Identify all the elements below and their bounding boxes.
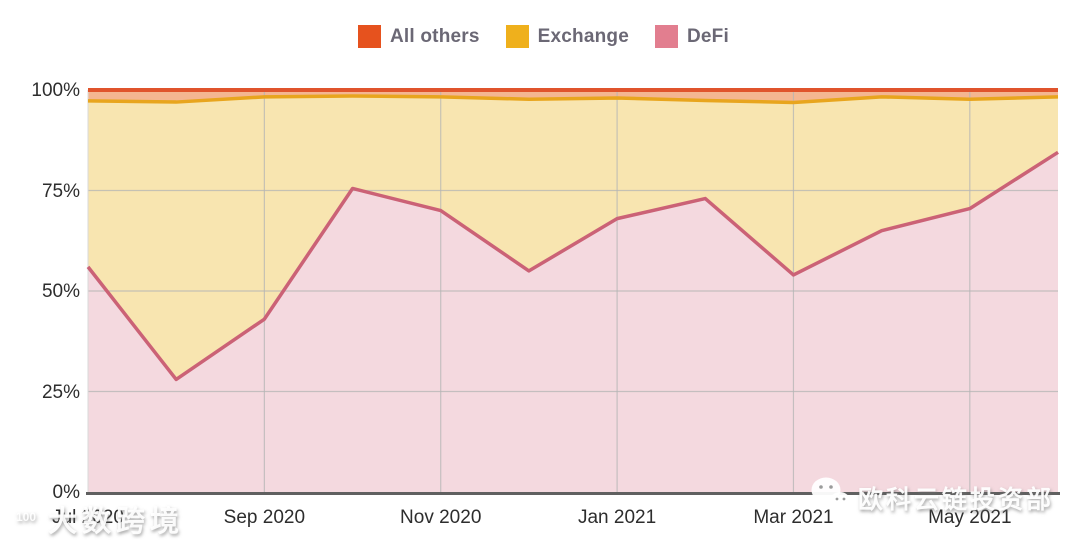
x-axis-tick-label: May 2021	[928, 507, 1012, 528]
y-axis-tick-label: 75%	[41, 180, 80, 202]
x-axis-tick-label: Jul 2020	[52, 507, 124, 528]
legend-label: Exchange	[537, 25, 629, 47]
legend-swatch-icon	[654, 25, 678, 48]
x-axis-tick-label: Sep 2020	[223, 507, 306, 528]
y-axis-tick-label: 25%	[41, 381, 80, 403]
wechat-icon	[810, 476, 852, 519]
line-defi	[86, 150, 1059, 382]
legend-label: All others	[390, 25, 480, 47]
watermark-left: 100 大数跨境	[0, 496, 185, 541]
svg-text:100: 100	[16, 510, 36, 524]
watermark-right-text: 欧科云链投资部	[858, 485, 1055, 514]
legend-label: DeFi	[686, 25, 729, 47]
legend-item-exchange[interactable]: Exchange	[505, 25, 629, 48]
area-exchange	[88, 96, 1058, 380]
area-defi	[88, 152, 1058, 492]
chart-legend: All others Exchange DeFi	[358, 25, 729, 48]
legend-item-all-others[interactable]: All others	[358, 25, 480, 48]
y-axis-tick-label: 50%	[41, 281, 80, 302]
x-axis-tick-label: Nov 2020	[400, 507, 482, 528]
10-100-logo-icon: 100	[0, 496, 44, 541]
legend-swatch-icon	[505, 25, 529, 48]
x-axis-tick-label: Jan 2021	[577, 507, 657, 528]
x-axis-tick-label: Mar 2021	[753, 507, 834, 528]
watermark-left-text: 大数跨境	[48, 505, 185, 538]
y-axis-tick-label: 100%	[31, 80, 80, 101]
watermark-right: 欧科云链投资部	[810, 476, 1054, 519]
legend-swatch-icon	[358, 25, 381, 48]
line-exchange	[87, 94, 1059, 105]
legend-item-defi[interactable]: DeFi	[654, 25, 729, 48]
y-axis-tick-label: 0%	[52, 482, 80, 503]
